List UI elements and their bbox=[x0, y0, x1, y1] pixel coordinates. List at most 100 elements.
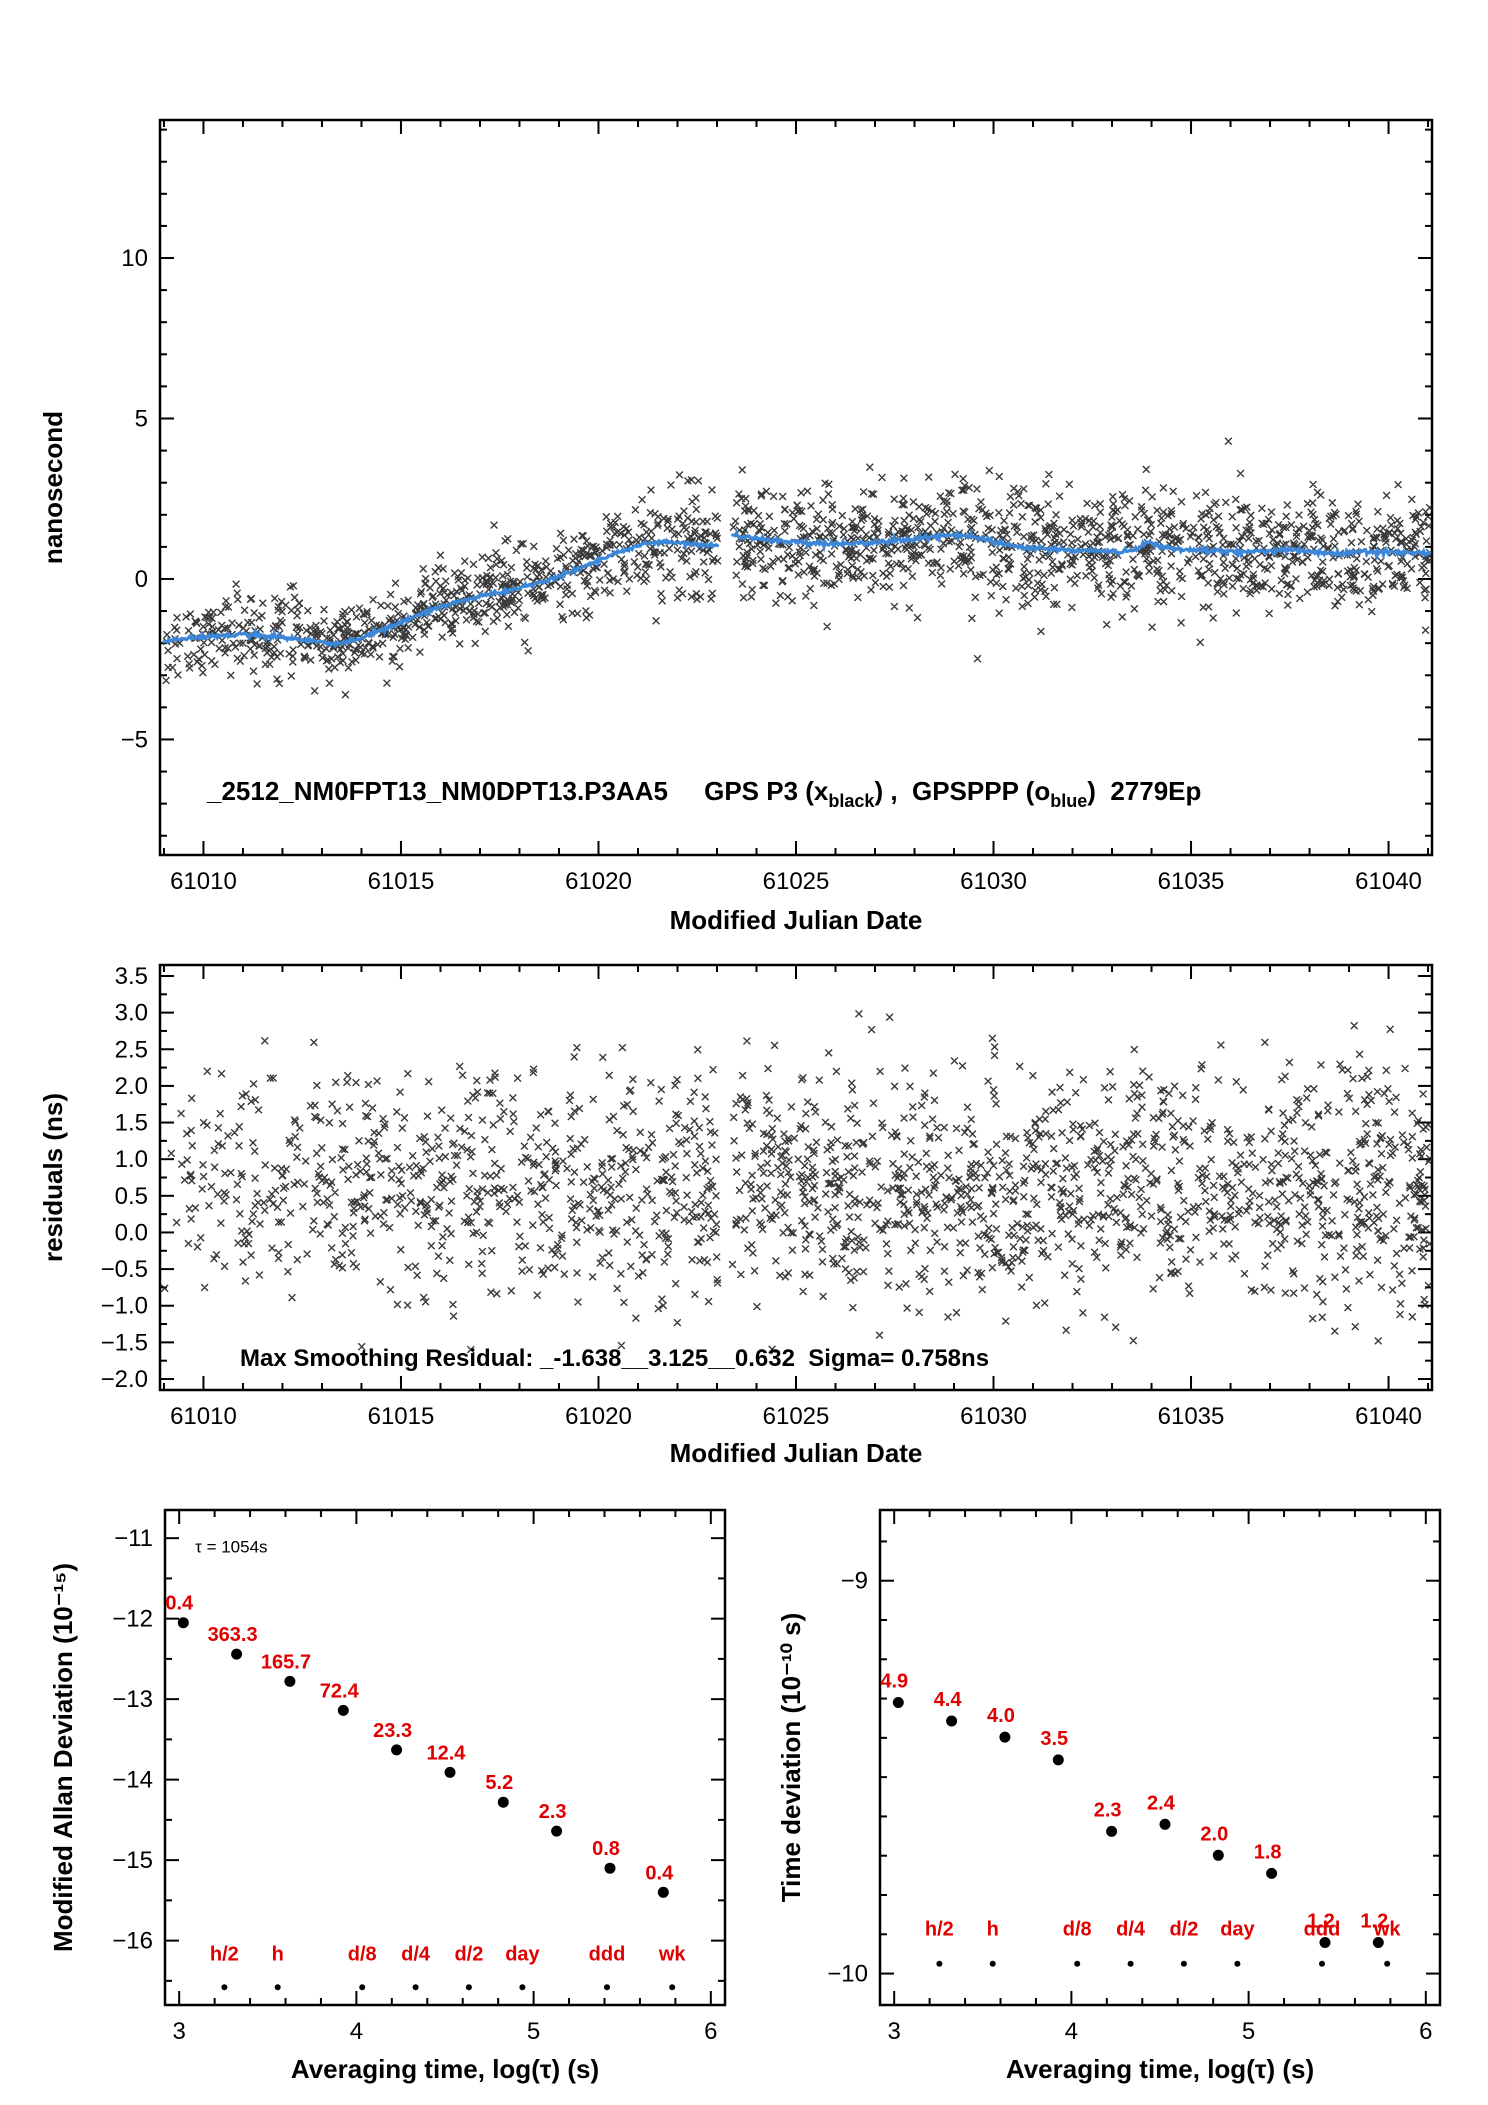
residuals-x-tick-label: 61015 bbox=[368, 1403, 435, 1430]
gps-comparison-xlabel: Modified Julian Date bbox=[670, 905, 923, 935]
tdev-point bbox=[1266, 1867, 1278, 1879]
residuals-y-tick-label: −0.5 bbox=[101, 1256, 148, 1283]
tdev-ylabel: Time deviation (10⁻¹⁰ s) bbox=[776, 1613, 806, 1903]
residuals-y-tick-label: 2.0 bbox=[115, 1073, 148, 1100]
mdev-frame bbox=[163, 1508, 727, 2007]
tdev-period-label: day bbox=[1220, 1918, 1255, 1940]
gpsppp-trend-line bbox=[162, 528, 1432, 649]
mdev-point bbox=[284, 1675, 296, 1687]
tdev-value-label: 3.5 bbox=[1040, 1728, 1068, 1750]
residuals-y-tick-label: 1.0 bbox=[115, 1146, 148, 1173]
tdev-y-tick-label: −9 bbox=[841, 1568, 868, 1595]
tdev-x-tick-label: 6 bbox=[1419, 2018, 1432, 2045]
mdev-y-tick-label: −16 bbox=[112, 1928, 153, 1955]
mdev-period-dot bbox=[359, 1984, 366, 1991]
residuals-x-tick-label: 61010 bbox=[170, 1403, 237, 1430]
residuals-xlabel: Modified Julian Date bbox=[670, 1438, 923, 1468]
residuals-frame bbox=[158, 963, 1434, 1392]
mdev-period-dot bbox=[221, 1984, 228, 1991]
residuals-panel: 61010 61015 61020 61025 61030 61035 61040 3.5 3.… bbox=[38, 963, 1434, 1468]
tdev-period-dot bbox=[1180, 1960, 1187, 1967]
residual-stats-text: Max Smoothing Residual: _-1.638__3.125__… bbox=[240, 1345, 989, 1372]
tdev-period-label: d/8 bbox=[1063, 1918, 1092, 1940]
mdev-x-tick-label: 6 bbox=[704, 2018, 717, 2045]
mdev-panel: 3 4 5 6 −11 −12 −13 −14 −15 −16 Averaging time, lo… bbox=[48, 1508, 727, 2084]
tdev-period-label: d/4 bbox=[1116, 1918, 1146, 1940]
mdev-point bbox=[657, 1886, 669, 1898]
tdev-xlabel: Averaging time, log(τ) (s) bbox=[1006, 2054, 1314, 2084]
mdev-period-label: d/8 bbox=[348, 1944, 377, 1966]
mdev-y-tick-label: −13 bbox=[112, 1686, 153, 1713]
residuals-y-tick-label: 1.5 bbox=[115, 1110, 148, 1137]
tdev-value-label: 4.4 bbox=[934, 1689, 963, 1711]
tdev-frame bbox=[878, 1508, 1442, 2007]
residuals-y-tick-label: 0.0 bbox=[115, 1219, 148, 1246]
tdev-point bbox=[1159, 1818, 1171, 1830]
tdev-panel: 3 4 5 6 −9 −10 Averaging time, log(τ) (s) Time … bbox=[776, 1508, 1442, 2084]
tdev-point bbox=[946, 1715, 958, 1727]
caption-subscript: black bbox=[828, 791, 875, 811]
gps-comparison-y-tick-label: 5 bbox=[135, 405, 148, 432]
tdev-point bbox=[1106, 1825, 1118, 1837]
mdev-point bbox=[604, 1862, 616, 1874]
residuals-x-tick-label: 61035 bbox=[1158, 1403, 1225, 1430]
gps-comparison-x-tick-label: 61025 bbox=[763, 868, 830, 895]
gps-comparison-x-tick-label: 61035 bbox=[1158, 868, 1225, 895]
gps-comparison-x-tick-label: 61020 bbox=[565, 868, 632, 895]
mdev-point bbox=[444, 1766, 456, 1778]
mdev-period-dot bbox=[465, 1984, 472, 1991]
tdev-value-label: 1.8 bbox=[1254, 1841, 1282, 1863]
mdev-y-tick-label: −15 bbox=[112, 1847, 153, 1874]
tdev-x-tick-label: 4 bbox=[1065, 2018, 1078, 2045]
tdev-value-label: 1.2 bbox=[1360, 1911, 1388, 1933]
mdev-point bbox=[337, 1704, 349, 1716]
tau-annotation: τ = 1054s bbox=[195, 1538, 267, 1557]
mdev-value-label: 2.3 bbox=[539, 1801, 567, 1823]
gps-comparison-panel: 61010 61015 61020 61025 61030 61035 61040 10 5 0 −… bbox=[38, 118, 1434, 935]
mdev-x-tick-label: 4 bbox=[350, 2018, 363, 2045]
tdev-value-label: 2.0 bbox=[1200, 1823, 1228, 1845]
residuals-y-tick-label: −1.5 bbox=[101, 1329, 148, 1356]
mdev-point bbox=[391, 1744, 403, 1756]
mdev-y-tick-label: −11 bbox=[114, 1525, 153, 1552]
mdev-value-label: 5.2 bbox=[485, 1772, 513, 1794]
mdev-period-label: h bbox=[272, 1944, 284, 1966]
residuals-y-tick-label: 3.5 bbox=[115, 963, 148, 990]
mdev-value-label: 0.4 bbox=[165, 1593, 194, 1615]
residuals-x-tick-label: 61020 bbox=[565, 1403, 632, 1430]
mdev-period-label: h/2 bbox=[210, 1944, 239, 1966]
residuals-y-tick-label: −2.0 bbox=[101, 1366, 148, 1393]
residuals-x-tick-label: 61025 bbox=[763, 1403, 830, 1430]
tdev-period-dot bbox=[936, 1960, 943, 1967]
residuals-y-tick-label: 0.5 bbox=[115, 1183, 148, 1210]
mdev-ylabel: Modified Allan Deviation (10⁻¹⁵) bbox=[48, 1563, 78, 1952]
gps-comparison-x-tick-label: 61030 bbox=[960, 868, 1027, 895]
mdev-value-label: 12.4 bbox=[426, 1742, 466, 1764]
mdev-value-label: 72.4 bbox=[320, 1680, 360, 1702]
mdev-value-label: 363.3 bbox=[208, 1624, 258, 1646]
caption-segment: ) , GPSPPP (o bbox=[874, 776, 1050, 806]
tdev-point bbox=[1212, 1849, 1224, 1861]
mdev-period-label: d/2 bbox=[454, 1944, 483, 1966]
gps-comparison-y-tick-label: −5 bbox=[121, 726, 148, 753]
residuals-axes bbox=[160, 965, 1432, 1390]
mdev-point bbox=[177, 1617, 189, 1629]
mdev-period-label: day bbox=[505, 1944, 540, 1966]
caption-segment: _2512_NM0FPT13_NM0DPT13.P3AA5 bbox=[206, 776, 668, 806]
mdev-period-dot bbox=[274, 1984, 281, 1991]
mdev-x-tick-label: 5 bbox=[527, 2018, 540, 2045]
tdev-period-dot bbox=[1074, 1960, 1081, 1967]
mdev-period-dot bbox=[604, 1984, 610, 1991]
tdev-point bbox=[999, 1731, 1011, 1743]
caption-segment: ) 2779Ep bbox=[1087, 776, 1201, 806]
mdev-value-label: 0.8 bbox=[592, 1838, 620, 1860]
tdev-value-label: 4.9 bbox=[880, 1671, 908, 1693]
tdev-period-dot bbox=[1234, 1960, 1241, 1967]
tdev-period-dot bbox=[1127, 1960, 1134, 1967]
tdev-y-tick-label: −10 bbox=[827, 1961, 868, 1988]
tdev-period-label: ddd bbox=[1304, 1918, 1341, 1940]
mdev-value-label: 23.3 bbox=[373, 1720, 412, 1742]
mdev-y-tick-label: −14 bbox=[112, 1767, 153, 1794]
mdev-point bbox=[497, 1796, 509, 1808]
